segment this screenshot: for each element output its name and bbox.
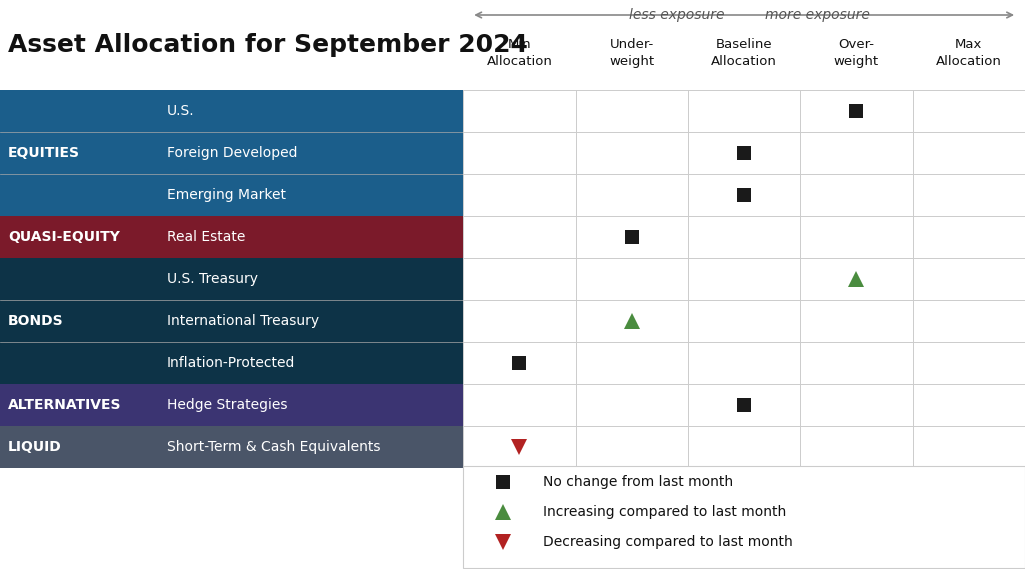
Text: Short-Term & Cash Equivalents: Short-Term & Cash Equivalents — [167, 440, 380, 454]
Text: less exposure: less exposure — [629, 8, 725, 22]
Text: Real Estate: Real Estate — [167, 230, 245, 244]
Text: more exposure: more exposure — [765, 8, 869, 22]
Text: Min
Allocation: Min Allocation — [487, 38, 552, 68]
Text: Under-
weight: Under- weight — [609, 38, 654, 68]
Text: No change from last month: No change from last month — [543, 475, 734, 489]
Text: LIQUID: LIQUID — [8, 440, 62, 454]
Text: Inflation-Protected: Inflation-Protected — [167, 356, 295, 370]
Text: Foreign Developed: Foreign Developed — [167, 146, 297, 160]
Text: U.S. Treasury: U.S. Treasury — [167, 272, 258, 286]
Text: QUASI-EQUITY: QUASI-EQUITY — [8, 230, 120, 244]
Text: BONDS: BONDS — [8, 314, 64, 328]
Bar — [0, 384, 463, 426]
Bar — [463, 466, 1025, 568]
Text: Max
Allocation: Max Allocation — [936, 38, 1001, 68]
Text: EQUITIES: EQUITIES — [8, 146, 80, 160]
Bar — [0, 216, 463, 258]
Text: Hedge Strategies: Hedge Strategies — [167, 398, 287, 412]
Text: Over-
weight: Over- weight — [834, 38, 879, 68]
Text: Baseline
Allocation: Baseline Allocation — [711, 38, 777, 68]
Text: U.S.: U.S. — [167, 104, 195, 118]
Text: ALTERNATIVES: ALTERNATIVES — [8, 398, 122, 412]
Bar — [0, 426, 463, 468]
Bar — [0, 90, 463, 216]
Text: Increasing compared to last month: Increasing compared to last month — [543, 505, 786, 519]
Text: Decreasing compared to last month: Decreasing compared to last month — [543, 535, 793, 549]
Text: Asset Allocation for September 2024: Asset Allocation for September 2024 — [8, 33, 528, 57]
Text: Emerging Market: Emerging Market — [167, 188, 286, 202]
Text: International Treasury: International Treasury — [167, 314, 319, 328]
Bar — [0, 258, 463, 384]
Bar — [463, 90, 1025, 468]
